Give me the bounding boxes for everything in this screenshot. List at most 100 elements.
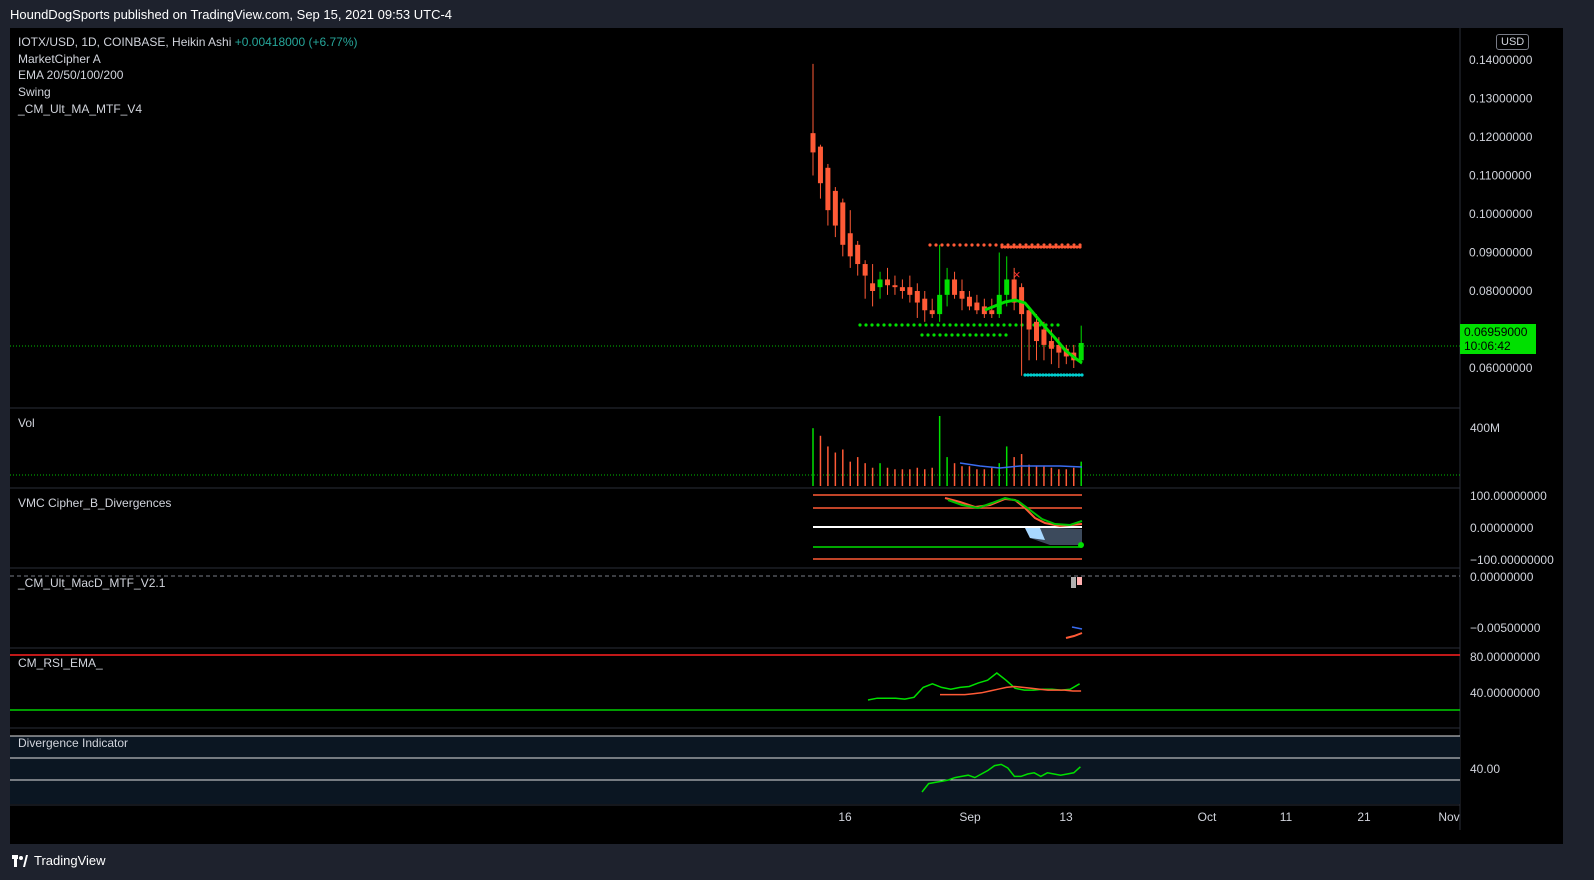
- swing-dot: [894, 323, 898, 327]
- candle-body: [840, 202, 846, 245]
- swing-dot: [1050, 323, 1054, 327]
- price-tick-label: 0.12000000: [1469, 130, 1533, 144]
- swing-dot: [1036, 245, 1040, 249]
- swing-dot: [1053, 373, 1057, 377]
- price-change: +0.00418000 (+6.77%): [234, 35, 358, 49]
- swing-dot: [1074, 373, 1078, 377]
- candle-body: [1078, 342, 1084, 361]
- indicator-cm-ult-ma[interactable]: _CM_Ult_MA_MTF_V4: [18, 101, 143, 116]
- swing-dot: [968, 333, 972, 337]
- divergence-line: [921, 763, 1081, 793]
- time-tick-label: 13: [1059, 810, 1073, 824]
- currency-button[interactable]: USD: [1496, 34, 1530, 50]
- pane-title-vmc[interactable]: VMC Cipher_B_Divergences: [18, 496, 172, 510]
- last-price-tag: 0.06959000 10:06:42: [1460, 324, 1536, 354]
- swing-dot: [1024, 245, 1028, 249]
- candle-body: [974, 302, 980, 311]
- candle-body: [1026, 310, 1032, 330]
- indicator-marketcipher-a[interactable]: MarketCipher A: [18, 51, 101, 66]
- swing-dot: [934, 243, 938, 247]
- candle-body: [981, 306, 987, 315]
- tradingview-brand[interactable]: TradingView: [12, 853, 106, 868]
- candle-body: [892, 285, 898, 288]
- swing-dot: [988, 243, 992, 247]
- ma-line: [984, 298, 1083, 365]
- vmc-waves: [944, 496, 1084, 548]
- swing-dot: [1003, 245, 1007, 249]
- swing-dot: [1006, 245, 1010, 249]
- vmc-axis-tick-bottom: −100.00000000: [1470, 553, 1554, 567]
- candle-body: [899, 287, 905, 291]
- swing-dot: [1080, 373, 1084, 377]
- swing-dot: [864, 323, 868, 327]
- swing-dot: [936, 323, 940, 327]
- candle-body: [1056, 344, 1062, 353]
- swing-dot: [1075, 245, 1079, 249]
- swing-dot: [924, 323, 928, 327]
- swing-dot: [954, 323, 958, 327]
- footer-bar: TradingView: [0, 844, 1594, 880]
- indicator-ema[interactable]: EMA 20/50/100/200: [18, 68, 124, 83]
- swing-dot: [1071, 373, 1075, 377]
- time-tick-label: Sep: [959, 810, 981, 824]
- price-tick-label: 0.09000000: [1469, 246, 1533, 260]
- swing-dot: [1063, 245, 1067, 249]
- swing-dot: [888, 323, 892, 327]
- indicator-swing[interactable]: Swing: [18, 85, 51, 100]
- main-legend[interactable]: IOTX/USD, 1D, COINBASE, Heikin Ashi +0.0…: [18, 34, 358, 118]
- candles[interactable]: [810, 63, 1084, 376]
- pane-title-vol[interactable]: Vol: [18, 416, 35, 430]
- swing-dot: [876, 323, 880, 327]
- swing-dot: [958, 243, 962, 247]
- candle-body: [937, 294, 943, 315]
- symbol-label[interactable]: IOTX/USD, 1D, COINBASE, Heikin Ashi: [18, 35, 232, 49]
- pane-title-divergence[interactable]: Divergence Indicator: [18, 736, 129, 750]
- pane-title-rsi[interactable]: CM_RSI_EMA_: [18, 656, 103, 670]
- swing-dot: [1015, 245, 1019, 249]
- swing-dot: [1027, 245, 1031, 249]
- rsi-axis-tick-40: 40.00000000: [1470, 686, 1541, 700]
- swing-dot: [1060, 245, 1064, 249]
- publisher-text: HoundDogSports published on TradingView.…: [10, 7, 453, 22]
- divergence-band: [10, 736, 1460, 804]
- time-axis[interactable]: 16 Sep 13 Oct 11 21 Nov: [838, 810, 1459, 824]
- swing-dot: [1050, 373, 1054, 377]
- swing-dot: [1044, 373, 1048, 377]
- swing-dot: [1014, 323, 1018, 327]
- candle-body: [877, 279, 883, 288]
- pane-separators: [10, 28, 1461, 830]
- swing-dot: [946, 243, 950, 247]
- swing-dot: [974, 333, 978, 337]
- pane-title-macd[interactable]: _CM_Ult_MacD_MTF_V2.1: [18, 576, 166, 590]
- time-tick-label: Oct: [1198, 810, 1217, 824]
- chart-frame[interactable]: [10, 28, 1563, 844]
- swing-dot: [970, 243, 974, 247]
- price-axis[interactable]: 0.14000000 0.13000000 0.12000000 0.11000000…: [1469, 53, 1533, 375]
- swing-dot: [900, 323, 904, 327]
- candle-body: [855, 244, 861, 265]
- price-tick-label: 0.13000000: [1469, 92, 1533, 106]
- swing-dot: [1004, 333, 1008, 337]
- swing-dots: ×: [858, 243, 1084, 377]
- sell-signal-marker: ×: [1013, 267, 1021, 282]
- price-tick-label: 0.14000000: [1469, 53, 1533, 67]
- swing-dot: [1072, 245, 1076, 249]
- swing-dot: [1026, 373, 1030, 377]
- swing-dot: [998, 333, 1002, 337]
- swing-dot: [976, 243, 980, 247]
- divergence-lines: [921, 763, 1081, 793]
- reference-lines: [10, 345, 1460, 804]
- candle-body: [810, 133, 816, 153]
- swing-dot: [1035, 373, 1039, 377]
- tradingview-logo-icon: [12, 854, 28, 867]
- vmc-money-flow-light: [1025, 528, 1045, 540]
- candle-body: [966, 296, 972, 307]
- swing-dot: [1056, 373, 1060, 377]
- div-axis-tick-40: 40.00: [1470, 762, 1501, 776]
- candle-body: [922, 298, 928, 311]
- swing-dot: [942, 323, 946, 327]
- candle-body: [952, 279, 958, 295]
- swing-dot: [964, 243, 968, 247]
- swing-dot: [948, 323, 952, 327]
